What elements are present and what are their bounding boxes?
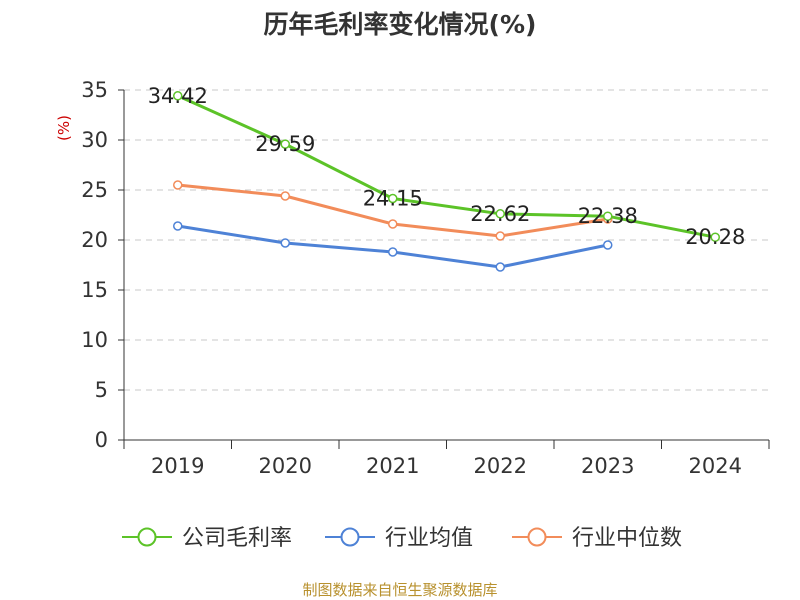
x-tick-label: 2022 xyxy=(474,454,527,478)
data-point xyxy=(495,262,505,272)
series-lines xyxy=(173,91,720,272)
data-point xyxy=(173,221,183,231)
legend-label: 行业中位数 xyxy=(572,526,682,551)
legend-label: 行业均值 xyxy=(385,526,473,551)
data-labels: 34.42 29.59 24.15 22.62 22.38 20.28 xyxy=(148,84,746,249)
chart-title: 历年毛利率变化情况(%) xyxy=(264,10,537,39)
series-line xyxy=(176,94,717,239)
data-point xyxy=(388,247,398,257)
legend-item[interactable]: 公司毛利率 xyxy=(122,526,292,551)
data-point xyxy=(173,180,183,190)
source-note: 制图数据来自恒生聚源数据库 xyxy=(302,581,497,599)
legend-item[interactable]: 行业均值 xyxy=(325,526,473,551)
y-tick-label: 30 xyxy=(81,128,108,152)
data-label: 34.42 xyxy=(148,84,208,108)
legend-marker-icon xyxy=(137,527,157,547)
data-point xyxy=(280,191,290,201)
data-point xyxy=(603,240,613,250)
y-tick-label: 15 xyxy=(81,278,108,302)
data-point xyxy=(388,219,398,229)
gridlines xyxy=(124,89,769,391)
y-tick-label: 0 xyxy=(95,428,108,452)
series-line xyxy=(176,224,610,269)
y-tick-label: 10 xyxy=(81,328,108,352)
data-point xyxy=(388,193,398,204)
y-tick-label: 35 xyxy=(81,78,108,102)
data-point xyxy=(280,139,290,149)
data-label: 24.15 xyxy=(363,187,423,211)
legend[interactable]: 公司毛利率 行业均值 行业中位数 xyxy=(122,526,682,551)
x-tick-label: 2019 xyxy=(151,454,204,478)
data-point xyxy=(710,232,720,242)
data-point xyxy=(495,209,505,219)
y-axis-unit-label: (%) xyxy=(55,115,73,141)
data-label: 29.59 xyxy=(255,132,315,156)
data-point xyxy=(603,211,613,221)
legend-label: 公司毛利率 xyxy=(182,526,292,551)
legend-marker-icon xyxy=(340,527,360,547)
data-point xyxy=(495,231,505,241)
x-tick-label: 2023 xyxy=(581,454,634,478)
x-tick-label: 2024 xyxy=(689,454,742,478)
y-tick-label: 5 xyxy=(95,378,108,402)
x-tick-label: 2020 xyxy=(259,454,312,478)
data-point xyxy=(280,238,290,248)
x-tick-label: 2021 xyxy=(366,454,419,478)
data-label: 22.62 xyxy=(470,202,530,226)
legend-marker-icon xyxy=(527,527,547,547)
data-label: 22.38 xyxy=(578,204,638,228)
y-tick-label: 20 xyxy=(81,228,108,252)
axes: 0 5 10 15 20 25 30 35 2019 2020 2021 2022 2023 2024 xyxy=(81,78,770,478)
data-point xyxy=(173,91,183,101)
legend-item[interactable]: 行业中位数 xyxy=(512,526,682,551)
data-label: 20.28 xyxy=(685,225,745,249)
y-tick-label: 25 xyxy=(81,178,108,202)
